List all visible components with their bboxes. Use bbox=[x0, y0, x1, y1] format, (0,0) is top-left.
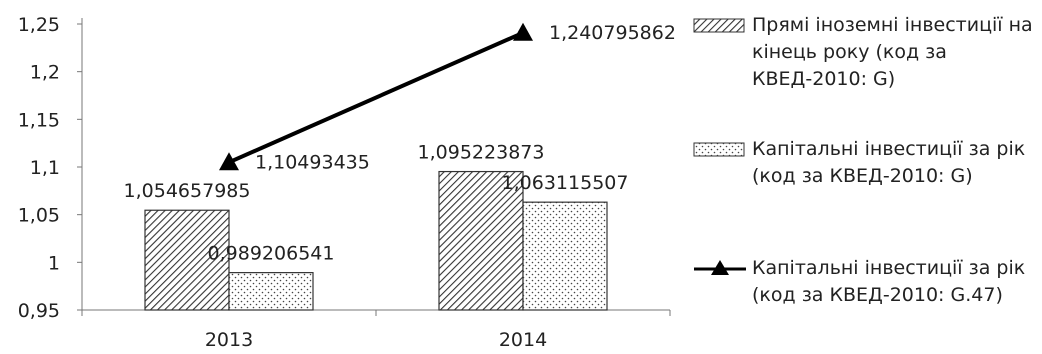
y-tick-label: 1,05 bbox=[18, 205, 60, 227]
y-tick-label: 1 bbox=[48, 252, 60, 274]
y-tick-label: 1,15 bbox=[18, 109, 60, 131]
y-tick-label: 1,25 bbox=[18, 14, 60, 36]
legend-item-capital-g: Капітальні інвестиції за рік (код за КВЕ… bbox=[692, 136, 1042, 190]
data-label: 1,095223873 bbox=[418, 142, 545, 164]
data-label: 1,10493435 bbox=[255, 151, 370, 173]
line-marker bbox=[219, 152, 239, 171]
x-tick-label: 2013 bbox=[205, 329, 253, 351]
legend-label: Капітальні інвестиції за рік (код за КВЕ… bbox=[752, 257, 1026, 306]
legend-swatch-hatched bbox=[693, 18, 745, 33]
legend-item-capital-g47: Капітальні інвестиції за рік (код за КВЕ… bbox=[692, 255, 1042, 309]
bar bbox=[144, 209, 230, 311]
line-marker bbox=[513, 22, 533, 41]
legend-label: Прямі іноземні інвестиції на кінець року… bbox=[752, 14, 1033, 90]
data-label: 1,063115507 bbox=[502, 172, 629, 194]
bar bbox=[438, 170, 524, 311]
y-tick-label: 1,1 bbox=[30, 157, 60, 179]
y-tick-label: 0,95 bbox=[18, 300, 60, 322]
data-label: 1,240795862 bbox=[549, 22, 676, 44]
series-line bbox=[228, 30, 524, 165]
bar bbox=[522, 201, 608, 311]
bar bbox=[228, 272, 314, 311]
legend-label: Капітальні інвестиції за рік (код за КВЕ… bbox=[752, 138, 1026, 187]
legend-swatch-line bbox=[694, 260, 746, 275]
x-tick-label: 2014 bbox=[499, 329, 547, 351]
legend-item-fdi: Прямі іноземні інвестиції на кінець року… bbox=[692, 12, 1042, 93]
y-tick-label: 1,2 bbox=[30, 62, 60, 84]
data-label: 0,989206541 bbox=[208, 243, 335, 265]
data-label: 1,054657985 bbox=[124, 180, 251, 202]
legend-swatch-dotted bbox=[693, 142, 745, 157]
